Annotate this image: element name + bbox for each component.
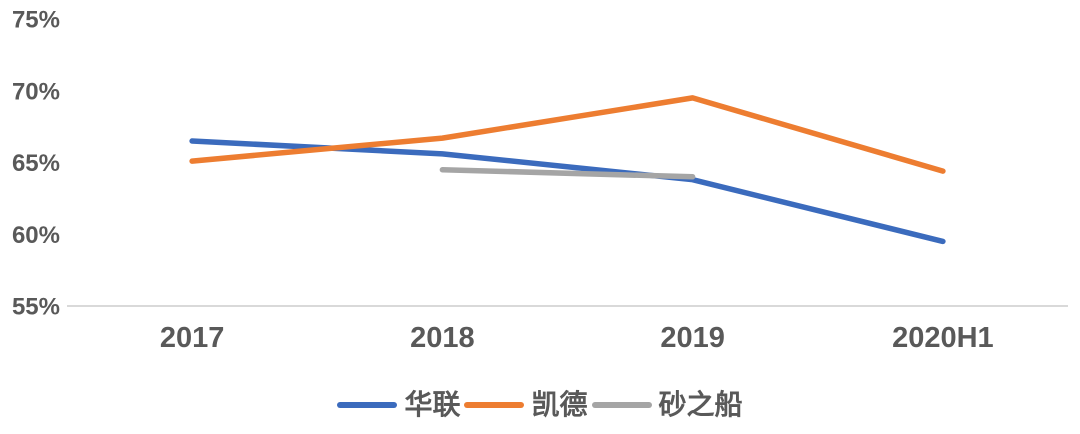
- x-axis-tick-label: 2019: [660, 322, 725, 354]
- legend-swatch-hualian: [337, 402, 398, 408]
- legend-swatch-kaide: [464, 402, 525, 408]
- legend-swatch-shazhichuan: [591, 402, 652, 408]
- y-axis-tick-label: 75%: [12, 7, 60, 34]
- y-axis-tick-label: 65%: [12, 150, 60, 177]
- series-line-hualian: [189, 138, 946, 245]
- series-line-kaide: [189, 95, 946, 174]
- x-axis-tick-label: 2018: [410, 322, 475, 354]
- chart-legend: 华联 凯德 砂之船: [0, 385, 1080, 425]
- series-line-shazhichuan: [439, 166, 696, 180]
- legend-item-kaide: 凯德: [464, 389, 588, 420]
- legend-item-shazhichuan: 砂之船: [591, 389, 743, 420]
- x-axis-tick-label: 2017: [160, 322, 225, 354]
- y-axis-tick-label: 70%: [12, 78, 60, 105]
- x-axis-tick-label: 2020H1: [892, 322, 994, 354]
- legend-label-shazhichuan: 砂之船: [658, 389, 743, 420]
- y-axis-tick-label: 55%: [12, 294, 60, 321]
- legend-label-kaide: 凯德: [531, 389, 588, 420]
- legend-label-hualian: 华联: [404, 389, 461, 420]
- y-axis-tick-label: 60%: [12, 222, 60, 249]
- legend-item-hualian: 华联: [337, 391, 460, 419]
